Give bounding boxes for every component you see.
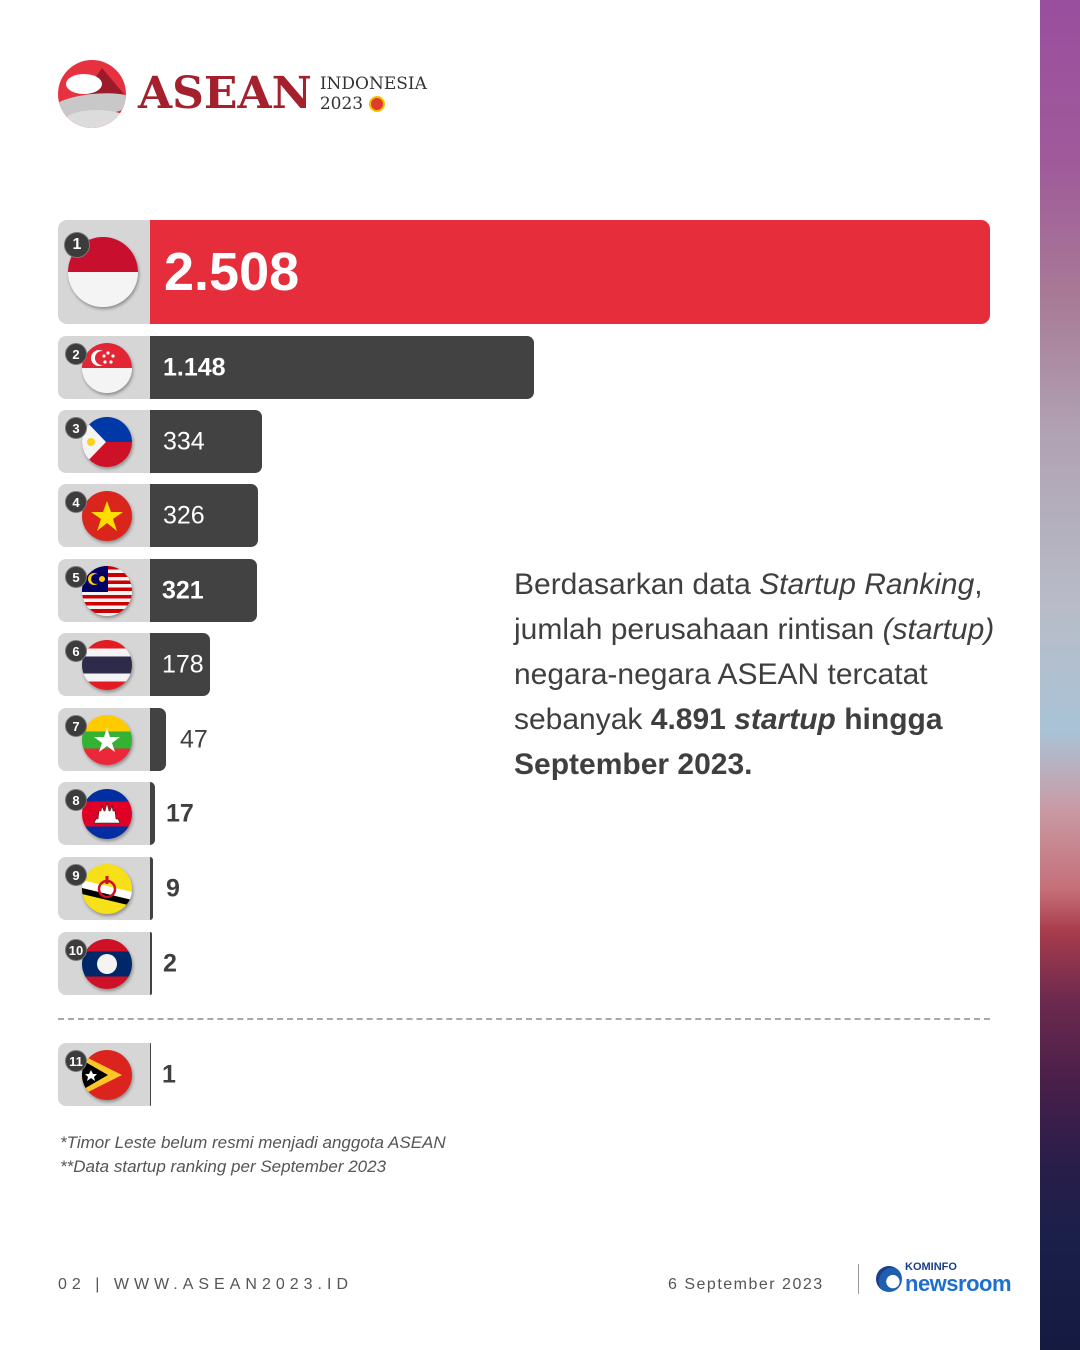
bar-value: 47 [180,725,208,753]
footnotes: *Timor Leste belum resmi menjadi anggota… [60,1131,446,1179]
separator-dashed-line [58,1018,990,1020]
rank-badge: 1 [64,232,90,258]
rank-badge: 11 [65,1050,87,1072]
bar-value: 9 [166,874,180,902]
rank-badge: 7 [65,715,87,737]
flag-label-box: 11 [58,1043,150,1106]
rank-badge: 3 [65,417,87,439]
bar-value: 2.508 [164,242,300,302]
bar-value: 1 [162,1060,176,1088]
rank-badge: 8 [65,789,87,811]
kominfo-newsroom-logo: KOMINFO newsroom [876,1261,1012,1296]
brand-top: KOMINFO [905,1261,957,1273]
footnote-1: *Timor Leste belum resmi menjadi anggota… [60,1133,446,1152]
bar-value: 17 [166,799,194,827]
singapore-flag-icon [82,342,132,393]
logo-subtitle: INDONESIA 2023 [320,74,427,114]
rank-badge: 2 [65,343,87,365]
bar [150,484,258,547]
bar-value: 2 [163,949,177,977]
bar-row-indonesia: 1 2.508 [58,220,990,324]
flag-label-box: 9 [58,857,150,920]
flag-label-box: 4 [58,484,150,547]
bar-value: 178 [162,650,204,678]
rank-badge: 4 [65,491,87,513]
laos-flag-icon [82,938,132,989]
rank-badge: 9 [65,864,87,886]
logo-sub-line1: INDONESIA [319,74,427,94]
asean-indonesia-2023-logo: ASEAN INDONESIA 2023 [58,58,427,130]
flag-label-box: 3 [58,410,150,473]
bar-value: 326 [163,501,205,529]
rank-badge: 6 [65,640,87,662]
flag-label-box: 8 [58,782,150,845]
decorative-side-strip [1040,0,1080,1350]
bar [150,410,262,473]
bar [150,1043,151,1106]
publish-date: 6 September 2023 [668,1276,824,1293]
kominfo-wave-icon [876,1265,902,1292]
bar [150,633,210,696]
philippines-flag-icon [82,416,132,467]
myanmar-flag-icon [82,714,132,765]
bar [150,220,990,324]
bar [150,857,153,920]
asean-logo-mark-icon [58,60,126,128]
cambodia-flag-icon [82,788,132,839]
logo-word: ASEAN [138,68,312,119]
page-number-url: 02 | WWW.ASEAN2023.ID [58,1276,353,1293]
bar [150,782,155,845]
footer-divider [858,1264,859,1294]
flag-label-box: 2 [58,336,150,399]
logo-sub-line2: 2023 [319,94,364,114]
flag-label-box: 10 [58,932,150,995]
flag-label-box: 1 [58,220,150,324]
brand-main: newsroom [905,1271,1012,1296]
bar-value: 334 [163,427,205,455]
malaysia-flag-icon [82,565,132,616]
footnote-2: **Data startup ranking per September 202… [60,1157,387,1176]
bar [150,336,534,399]
flag-label-box: 5 [58,559,150,622]
bar [150,559,257,622]
vietnam-flag-icon [82,490,132,541]
bar-value: 1.148 [163,353,226,381]
asean-emblem-icon [369,96,386,112]
description-text: Berdasarkan data Startup Ranking, jumlah… [514,568,995,781]
flag-label-box: 7 [58,708,150,771]
rank-badge: 10 [65,939,87,961]
rank-badge: 5 [65,566,87,588]
timor-leste-flag-icon [82,1049,132,1100]
flag-label-box: 6 [58,633,150,696]
brunei-flag-icon [82,863,132,914]
thailand-flag-icon [82,639,132,690]
bar [150,708,166,771]
bar-value: 321 [162,576,204,604]
bar [150,932,152,995]
